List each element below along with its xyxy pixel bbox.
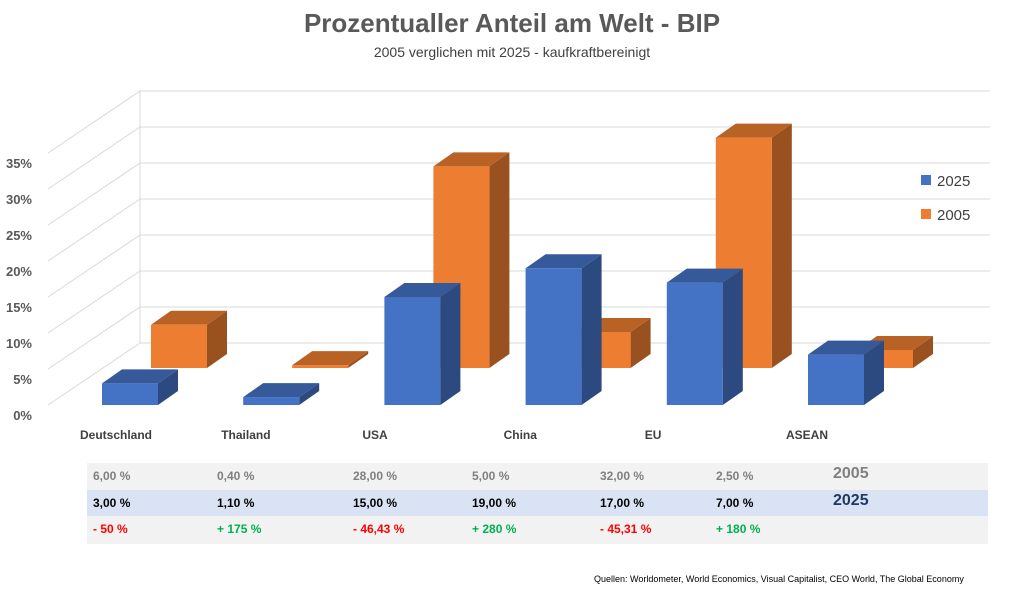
bar-2005-deutschland — [151, 324, 207, 368]
bar-2005-usa-top — [433, 152, 510, 167]
gridline-side — [47, 162, 141, 226]
cell-2025-china: 19,00 % — [472, 496, 517, 510]
bar-2025-eu — [666, 282, 723, 405]
table-row-2025: 3,00 % 1,10 % 15,00 % 19,00 % 17,00 % 7,… — [87, 490, 988, 516]
cell-change-china: + 280 % — [472, 522, 517, 536]
bar-2025-thailand-side — [299, 383, 320, 405]
cell-2025-usa: 15,00 % — [353, 496, 398, 510]
chart-title: Prozentualler Anteil am Welt - BIP — [303, 8, 721, 38]
bar-2025-usa — [384, 297, 441, 405]
cell-2005-eu: 32,00 % — [600, 469, 645, 483]
data-table: 6,00 % 0,40 % 28,00 % 5,00 % 32,00 % 2,5… — [87, 463, 988, 544]
legend-label-2005: 2005 — [937, 207, 970, 224]
cell-2025-thailand: 1,10 % — [217, 496, 255, 510]
table-row-2005: 6,00 % 0,40 % 28,00 % 5,00 % 32,00 % 2,5… — [87, 463, 988, 489]
gridline-side — [47, 198, 141, 262]
bar-2025-thailand-top — [243, 383, 320, 398]
gridline-side — [47, 90, 141, 154]
x-category-label: Thailand — [221, 428, 270, 442]
cell-2025-asean: 7,00 % — [716, 496, 754, 510]
bar-2025-china-top — [525, 254, 602, 269]
table-row-change: - 50 % + 175 % - 46,43 % + 280 % - 45,31… — [87, 516, 988, 542]
cell-change-deutschland: - 50 % — [93, 522, 128, 536]
bar-2025-deutschland-side — [158, 369, 178, 405]
bar-2005-usa-side — [489, 152, 510, 368]
y-tick-label: 25% — [6, 228, 32, 243]
bar-2025-asean — [808, 354, 864, 405]
bar-2005-thailand-side — [348, 351, 369, 368]
bar-2025-deutschland — [102, 383, 158, 405]
x-category-label: EU — [645, 428, 662, 442]
gridline-side — [47, 126, 141, 190]
cell-2025-deutschland: 3,00 % — [93, 496, 131, 510]
bar-2025-asean-side — [864, 340, 884, 405]
bar-2005-thailand — [292, 365, 349, 368]
cell-2005-thailand: 0,40 % — [217, 469, 255, 483]
y-tick-label: 10% — [6, 336, 32, 351]
legend-label-2025: 2025 — [937, 173, 970, 190]
bar-2005-china-side — [630, 318, 651, 368]
cell-2005-deutschland: 6,00 % — [93, 469, 131, 483]
bar-2005-thailand-top — [292, 351, 369, 366]
y-tick-label: 0% — [13, 408, 32, 423]
cell-change-usa: - 46,43 % — [353, 522, 405, 536]
cell-change-thailand: + 175 % — [217, 522, 262, 536]
cell-2005-asean: 2,50 % — [716, 469, 754, 483]
gridline-side — [47, 270, 141, 334]
bar-2005-eu-top — [715, 123, 792, 138]
y-tick-label: 30% — [6, 192, 32, 207]
x-category-label: China — [504, 428, 538, 442]
cell-change-eu: - 45,31 % — [600, 522, 652, 536]
y-tick-label: 15% — [6, 300, 32, 315]
cell-2025-eu: 17,00 % — [600, 496, 645, 510]
y-tick-label: 5% — [13, 372, 32, 387]
y-tick-label: 35% — [6, 156, 32, 171]
bar-2025-usa-top — [384, 283, 461, 297]
x-category-label: Deutschland — [80, 428, 152, 442]
bar-2005-deutschland-side — [207, 310, 227, 368]
cell-2005-china: 5,00 % — [472, 469, 510, 483]
bar-2025-china — [525, 268, 582, 405]
bar-chart-3d: 0% 5% 10% 15% 20% 25% 30% 35% Deutschland Thailan… — [6, 90, 990, 442]
legend-swatch-2005 — [921, 209, 931, 219]
gridline-side — [47, 234, 141, 298]
x-category-label: USA — [362, 428, 388, 442]
y-tick-label: 20% — [6, 264, 32, 279]
cell-2005-usa: 28,00 % — [353, 469, 398, 483]
bar-2005-deutschland-top — [151, 310, 227, 325]
x-category-label: ASEAN — [786, 428, 828, 442]
bar-2025-asean-top — [808, 340, 884, 355]
chart-subtitle: 2005 verglichen mit 2025 - kaufkraftbere… — [373, 44, 651, 60]
bar-2005-eu-side — [771, 123, 792, 368]
bar-2025-china-side — [581, 254, 602, 405]
legend-swatch-2025 — [921, 175, 931, 185]
gridline-side — [47, 306, 141, 370]
bar-2025-thailand — [243, 397, 300, 405]
row-label-2005: 2005 — [833, 465, 869, 482]
bar-2025-eu-side — [722, 268, 743, 405]
gridline-side — [47, 342, 141, 406]
bar-2025-usa-side — [440, 283, 461, 405]
bar-2025-eu-top — [666, 268, 743, 283]
bar-2025-deutschland-top — [102, 369, 178, 384]
row-label-2025: 2025 — [833, 492, 869, 509]
sources-note: Quellen: Worldometer, World Economics, V… — [594, 574, 964, 584]
cell-change-asean: + 180 % — [716, 522, 761, 536]
bar-2005-asean-side — [913, 336, 933, 368]
